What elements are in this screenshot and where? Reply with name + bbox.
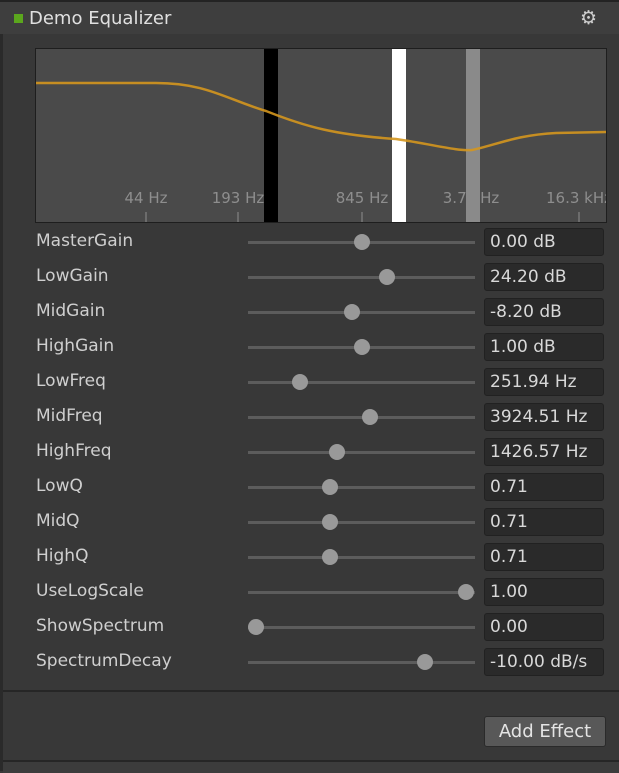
param-slider[interactable] bbox=[248, 556, 475, 559]
param-value-field[interactable]: 0.71 bbox=[484, 543, 604, 571]
param-slider[interactable] bbox=[248, 591, 475, 594]
param-value-field[interactable]: 0.00 bbox=[484, 613, 604, 641]
eq-response-graph[interactable]: 44 Hz 193 Hz 845 Hz 3.7 kHz 16.3 kHz bbox=[35, 48, 607, 223]
freq-label: 193 Hz bbox=[212, 189, 265, 207]
effect-enabled-indicator[interactable] bbox=[14, 14, 23, 23]
param-row-midgain: MidGain -8.20 dB bbox=[0, 297, 619, 327]
param-value-field[interactable]: 1426.57 Hz bbox=[484, 438, 604, 466]
param-slider[interactable] bbox=[248, 451, 475, 454]
param-row-highfreq: HighFreq 1426.57 Hz bbox=[0, 437, 619, 467]
param-row-mastergain: MasterGain 0.00 dB bbox=[0, 227, 619, 257]
param-row-highgain: HighGain 1.00 dB bbox=[0, 332, 619, 362]
param-label: LowQ bbox=[36, 476, 83, 496]
param-value-field[interactable]: 24.20 dB bbox=[484, 263, 604, 291]
param-row-lowgain: LowGain 24.20 dB bbox=[0, 262, 619, 292]
slider-handle[interactable] bbox=[292, 374, 309, 390]
param-label: SpectrumDecay bbox=[36, 651, 172, 671]
param-row-lowq: LowQ 0.71 bbox=[0, 472, 619, 502]
param-label: HighFreq bbox=[36, 441, 112, 461]
param-slider[interactable] bbox=[248, 381, 475, 384]
divider bbox=[3, 690, 619, 692]
param-value-field[interactable]: 3924.51 Hz bbox=[484, 403, 604, 431]
param-value-field[interactable]: 251.94 Hz bbox=[484, 368, 604, 396]
param-value-field[interactable]: -10.00 dB/s bbox=[484, 648, 604, 676]
freq-label: 44 Hz bbox=[124, 189, 167, 207]
param-label: LowFreq bbox=[36, 371, 106, 391]
slider-handle[interactable] bbox=[362, 409, 379, 425]
param-value-field[interactable]: 0.00 dB bbox=[484, 228, 604, 256]
freq-label: 845 Hz bbox=[336, 189, 389, 207]
band-marker-low bbox=[264, 49, 278, 222]
param-label: MidFreq bbox=[36, 406, 103, 426]
param-label: ShowSpectrum bbox=[36, 616, 165, 636]
slider-handle[interactable] bbox=[321, 514, 338, 530]
param-row-spectrumdecay: SpectrumDecay -10.00 dB/s bbox=[0, 647, 619, 677]
param-label: MasterGain bbox=[36, 231, 134, 251]
eq-response-curve bbox=[36, 81, 606, 152]
param-row-highq: HighQ 0.71 bbox=[0, 542, 619, 572]
add-effect-button[interactable]: Add Effect bbox=[484, 716, 606, 747]
param-slider[interactable] bbox=[248, 311, 475, 314]
slider-handle[interactable] bbox=[417, 654, 434, 670]
effect-title: Demo Equalizer bbox=[29, 8, 172, 29]
param-label: UseLogScale bbox=[36, 581, 144, 601]
param-value-field[interactable]: 0.71 bbox=[484, 473, 604, 501]
param-label: HighQ bbox=[36, 546, 89, 566]
param-row-lowfreq: LowFreq 251.94 Hz bbox=[0, 367, 619, 397]
param-slider[interactable] bbox=[248, 416, 475, 419]
panel-edge bbox=[0, 34, 3, 771]
param-label: LowGain bbox=[36, 266, 109, 286]
band-marker-high bbox=[392, 49, 406, 222]
param-value-field[interactable]: 0.71 bbox=[484, 508, 604, 536]
slider-handle[interactable] bbox=[343, 304, 360, 320]
param-slider[interactable] bbox=[248, 661, 475, 664]
param-slider[interactable] bbox=[248, 486, 475, 489]
param-slider[interactable] bbox=[248, 276, 475, 279]
param-value-field[interactable]: -8.20 dB bbox=[484, 298, 604, 326]
param-row-midq: MidQ 0.71 bbox=[0, 507, 619, 537]
param-label: HighGain bbox=[36, 336, 115, 356]
param-row-uselogscale: UseLogScale 1.00 bbox=[0, 577, 619, 607]
param-slider[interactable] bbox=[248, 626, 475, 629]
freq-label: 16.3 kHz bbox=[546, 189, 606, 207]
slider-handle[interactable] bbox=[321, 479, 338, 495]
param-row-midfreq: MidFreq 3924.51 Hz bbox=[0, 402, 619, 432]
param-slider[interactable] bbox=[248, 521, 475, 524]
slider-handle[interactable] bbox=[321, 549, 338, 565]
effect-header[interactable]: Demo Equalizer ⚙ bbox=[0, 0, 619, 34]
param-value-field[interactable]: 1.00 bbox=[484, 578, 604, 606]
gear-icon[interactable]: ⚙ bbox=[580, 7, 598, 29]
slider-handle[interactable] bbox=[354, 339, 371, 355]
param-row-showspectrum: ShowSpectrum 0.00 bbox=[0, 612, 619, 642]
slider-handle[interactable] bbox=[458, 584, 474, 600]
slider-handle[interactable] bbox=[329, 444, 346, 460]
param-value-field[interactable]: 1.00 dB bbox=[484, 333, 604, 361]
param-label: MidGain bbox=[36, 301, 106, 321]
slider-handle[interactable] bbox=[354, 234, 371, 250]
bottom-bar bbox=[3, 760, 619, 773]
param-label: MidQ bbox=[36, 511, 80, 531]
slider-handle[interactable] bbox=[248, 619, 264, 635]
band-marker-mid bbox=[466, 49, 480, 222]
slider-handle[interactable] bbox=[379, 269, 396, 285]
